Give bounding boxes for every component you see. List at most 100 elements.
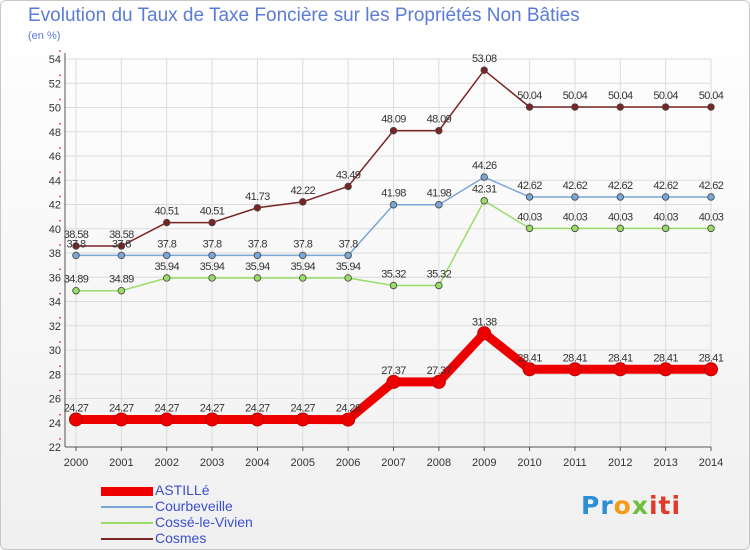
data-point-1 (72, 251, 80, 260)
data-label-0: 28.41 (563, 352, 588, 364)
y-minor-tick (59, 316, 61, 319)
data-point-3 (616, 103, 624, 111)
data-point-3 (72, 242, 80, 250)
data-label-0: 28.41 (517, 352, 542, 364)
y-minor-tick (59, 74, 61, 77)
data-point-0 (341, 412, 356, 427)
data-point-2 (253, 274, 262, 282)
data-point-2 (208, 274, 216, 282)
data-point-3 (435, 126, 443, 135)
data-point-2 (661, 224, 670, 233)
data-point-2 (299, 274, 307, 282)
data-point-0 (69, 412, 83, 427)
x-tick-label: 2010 (517, 457, 541, 469)
data-label-1: 37.8 (66, 238, 85, 250)
x-tick-label: 2009 (472, 457, 496, 469)
y-minor-tick (59, 147, 61, 149)
data-label-0: 31.38 (472, 316, 497, 328)
y-tick-label: 50 (49, 103, 61, 115)
x-tick-label: 2002 (154, 457, 178, 469)
y-minor-tick (59, 219, 61, 222)
legend-swatch (101, 538, 153, 540)
data-label-3: 48.09 (381, 114, 406, 126)
data-label-0: 24.26 (336, 403, 361, 415)
data-label-2: 40.03 (563, 211, 588, 223)
x-tick-label: 2000 (64, 457, 88, 469)
data-label-2: 40.03 (699, 211, 724, 223)
data-label-2: 35.94 (291, 261, 316, 273)
x-tick-label: 2012 (608, 457, 632, 469)
data-point-1 (525, 193, 534, 201)
data-point-3 (389, 126, 398, 135)
data-label-2: 34.89 (109, 274, 134, 286)
data-label-2: 35.94 (154, 261, 179, 273)
data-label-3: 53.08 (472, 53, 497, 65)
data-label-0: 28.41 (608, 352, 633, 364)
data-point-3 (253, 204, 262, 212)
data-label-3: 48.09 (427, 114, 452, 126)
y-minor-tick (59, 98, 61, 101)
data-point-3 (344, 182, 352, 191)
y-tick-label: 38 (49, 248, 61, 260)
y-minor-tick (59, 365, 61, 368)
y-tick-label: 52 (49, 78, 61, 90)
data-label-3: 50.04 (653, 90, 678, 102)
data-label-1: 41.98 (427, 188, 452, 200)
data-label-3: 50.04 (517, 90, 542, 102)
x-tick-label: 2008 (427, 457, 451, 469)
data-point-1 (117, 251, 126, 260)
y-minor-tick (59, 389, 61, 392)
data-point-1 (389, 201, 398, 209)
data-point-1 (616, 193, 624, 201)
legend-label: Courbeveille (155, 498, 233, 514)
data-point-0 (250, 412, 265, 427)
data-point-0 (431, 374, 446, 389)
data-point-0 (658, 362, 673, 377)
x-tick-label: 2014 (699, 457, 723, 469)
data-point-0 (477, 326, 492, 341)
data-label-1: 42.62 (608, 180, 633, 192)
data-label-1: 42.62 (563, 180, 588, 192)
x-tick-label: 2013 (653, 457, 677, 469)
y-minor-tick (59, 244, 61, 246)
data-point-3 (661, 103, 670, 111)
data-label-3: 43.49 (336, 169, 361, 181)
data-label-3: 42.22 (291, 185, 316, 197)
data-label-0: 24.27 (64, 402, 89, 414)
data-label-1: 37.8 (112, 238, 131, 250)
data-label-0: 28.41 (699, 352, 724, 364)
data-label-2: 34.89 (64, 274, 89, 286)
y-tick-label: 46 (49, 151, 61, 163)
data-label-2: 42.31 (472, 184, 497, 196)
data-label-3: 40.51 (200, 206, 225, 218)
y-tick-label: 48 (49, 127, 61, 139)
series-group (69, 66, 718, 427)
data-point-0 (567, 362, 582, 377)
x-tick-label: 2004 (245, 457, 269, 469)
data-point-2 (163, 274, 171, 282)
data-point-1 (435, 201, 443, 209)
y-tick-label: 32 (49, 321, 61, 333)
data-label-0: 24.27 (109, 402, 134, 414)
data-point-0 (704, 362, 718, 377)
data-label-3: 50.04 (699, 90, 724, 102)
data-label-2: 35.94 (245, 261, 270, 273)
data-point-3 (208, 218, 216, 227)
y-tick-label: 36 (49, 272, 61, 284)
x-tick-label: 2007 (381, 457, 405, 469)
data-point-0 (386, 374, 401, 389)
y-minor-tick (59, 195, 61, 198)
data-point-3 (163, 218, 171, 227)
data-label-0: 27.37 (381, 365, 406, 377)
x-tick-label: 2005 (291, 457, 315, 469)
data-label-0: 24.27 (245, 402, 270, 414)
data-label-0: 27.37 (427, 365, 452, 377)
data-label-2: 40.03 (653, 211, 678, 223)
data-label-0: 24.27 (200, 402, 225, 414)
data-point-3 (525, 103, 534, 111)
x-tick-label: 2003 (200, 457, 224, 469)
y-tick-label: 44 (49, 175, 61, 187)
data-point-3 (299, 198, 307, 206)
data-label-1: 37.8 (203, 238, 222, 250)
